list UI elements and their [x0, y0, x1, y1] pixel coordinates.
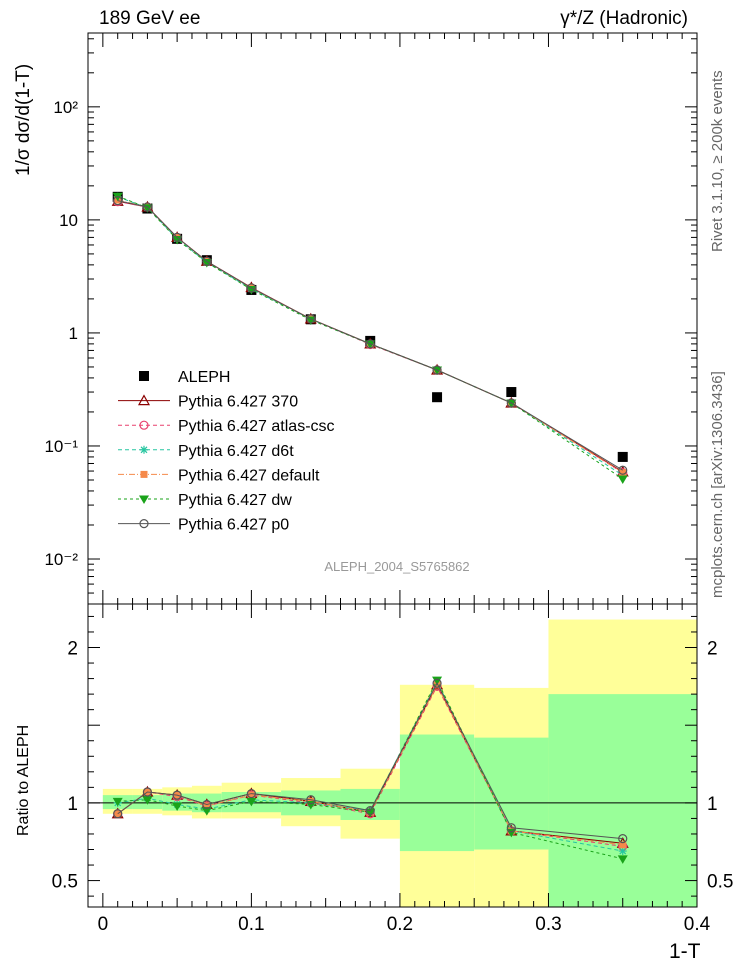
ratio-x-tick-label: 0 — [98, 914, 109, 935]
ratio-x-tick-label: 0.1 — [238, 914, 264, 935]
ratio-point-pythia-6-427-p0 — [365, 806, 375, 816]
main-y-tick-label: 10⁻² — [44, 550, 78, 569]
ratio-point-pythia-6-427-p0 — [172, 790, 182, 800]
ratio-y-tick-label-right: 2 — [707, 639, 718, 660]
main-point-pythia-6-427-dw — [201, 258, 212, 268]
ratio-point-pythia-6-427-dw — [617, 855, 628, 864]
ratio-point-pythia-6-427-d6t — [618, 847, 627, 856]
legend-label-aleph: ALEPH — [178, 369, 230, 386]
legend-label-pythia-6-427-default: Pythia 6.427 default — [178, 467, 320, 484]
ratio-x-tick-label: 0.4 — [684, 914, 711, 935]
ratio-y-axis-label: Ratio to ALEPH — [15, 724, 32, 836]
process-label: γ*/Z (Hadronic) — [560, 8, 688, 29]
analysis-watermark: ALEPH_2004_S5765862 — [324, 559, 469, 574]
main-point-pythia-6-427-p0 — [432, 365, 442, 375]
ratio-line-pythia-6-427-p0 — [117, 682, 623, 840]
ratio-point-pythia-6-427-p0 — [202, 799, 212, 810]
main-point-aleph — [617, 451, 628, 462]
energy-label: 189 GeV ee — [99, 8, 201, 29]
main-point-aleph — [432, 392, 443, 403]
ratio-point-pythia-6-427-p0 — [142, 787, 153, 797]
main-y-tick-label: 1 — [69, 324, 78, 343]
legend: ALEPH Pythia 6.427 370 Pythia 6.427 atlas-… — [118, 369, 335, 534]
ratio-point-pythia-6-427-dw — [142, 796, 153, 805]
main-point-pythia-6-427-p0 — [142, 202, 153, 212]
ratio-point-pythia-6-427-default — [247, 791, 255, 799]
inner-band-9 — [548, 694, 697, 907]
main-y-tick-label: 10⁻¹ — [44, 437, 78, 456]
ratio-point-pythia-6-427-dw — [172, 802, 183, 811]
legend-label-pythia-6-427-p0: Pythia 6.427 p0 — [178, 517, 289, 534]
ratio-point-pythia-6-427-dw — [432, 676, 443, 686]
main-point-pythia-6-427-p0 — [202, 256, 212, 266]
ratio-y-tick-label: 0.5 — [52, 872, 78, 893]
main-point-pythia-6-427-p0 — [618, 465, 628, 475]
main-series-layer — [111, 191, 629, 485]
main-point-pythia-6-427-dw — [172, 236, 183, 245]
main-point-aleph — [506, 387, 517, 398]
main-point-pythia-6-427-dw — [246, 286, 257, 295]
x-axis-label: 1-T — [669, 940, 701, 963]
legend-label-pythia-6-427-d6t: Pythia 6.427 d6t — [178, 443, 294, 460]
main-line-pythia-6-427-p0 — [117, 200, 623, 471]
ratio-point-pythia-6-427-p0 — [306, 795, 316, 805]
ratio-point-pythia-6-427-dw — [365, 808, 376, 818]
ratio-point-pythia-6-427-p0 — [246, 788, 256, 799]
ratio-line-pythia-6-427-atlas-csc — [117, 685, 623, 847]
main-point-pythia-6-427-dw — [305, 316, 316, 326]
legend-label-pythia-6-427-370: Pythia 6.427 370 — [178, 394, 298, 411]
axis-ticks: 10⁻² 10⁻¹ 1 10 10² 0 0.1 0.2 0.3 0.4 0.5 0.5 1 1 2 2 — [44, 33, 733, 935]
main-point-pythia-6-427-p0 — [365, 339, 375, 349]
legend-marker-pythia-6-427-default — [140, 470, 148, 478]
main-y-axis-label: 1/σ dσ/d(1-T) — [13, 63, 34, 176]
ratio-point-pythia-6-427-dw — [201, 807, 212, 816]
ratio-point-pythia-6-427-p0 — [432, 678, 442, 688]
legend-marker-aleph — [139, 371, 149, 381]
ratio-point-pythia-6-427-dw — [246, 797, 257, 807]
main-point-pythia-6-427-p0 — [506, 398, 516, 408]
legend-label-pythia-6-427-dw: Pythia 6.427 dw — [178, 492, 292, 509]
ratio-point-pythia-6-427-default — [203, 802, 211, 810]
ratio-y-tick-label: 2 — [67, 639, 78, 660]
ratio-frame — [87, 603, 698, 908]
legend-marker-pythia-6-427-370 — [137, 394, 151, 406]
panel-frames — [87, 32, 698, 908]
main-point-pythia-6-427-dw — [617, 475, 628, 485]
ratio-x-tick-label: 0.3 — [535, 914, 561, 935]
main-point-pythia-6-427-p0 — [172, 232, 182, 242]
main-point-pythia-6-427-p0 — [246, 283, 256, 293]
legend-marker-pythia-6-427-d6t — [140, 445, 148, 454]
ratio-point-pythia-6-427-p0 — [113, 809, 123, 819]
ratio-uncertainty-bands — [102, 619, 697, 907]
ratio-y-tick-label-right: 1 — [707, 794, 718, 815]
ratio-y-tick-label-right: 0.5 — [707, 872, 733, 893]
rivet-version-label: Rivet 3.1.10, ≥ 200k events — [709, 70, 726, 252]
ratio-x-tick-label: 0.2 — [387, 914, 413, 935]
ratio-point-pythia-6-427-default — [619, 841, 627, 849]
ratio-point-pythia-6-427-p0 — [618, 834, 628, 844]
main-point-pythia-6-427-default — [619, 469, 627, 477]
ratio-series-layer — [111, 676, 629, 864]
main-y-tick-label: 10² — [53, 98, 78, 117]
legend-marker-pythia-6-427-p0 — [139, 518, 149, 529]
inner-band-7 — [399, 734, 475, 852]
ratio-point-pythia-6-427-p0 — [506, 823, 516, 833]
legend-marker-pythia-6-427-atlas-csc — [139, 420, 149, 430]
mcplots-credit-label: mcplots.cern.ch [arXiv:1306.3436] — [709, 371, 726, 598]
main-point-pythia-6-427-p0 — [113, 196, 123, 206]
main-y-tick-label: 10 — [59, 211, 78, 230]
ratio-y-tick-label: 1 — [67, 794, 78, 815]
legend-marker-pythia-6-427-dw — [139, 495, 149, 504]
main-point-pythia-6-427-p0 — [306, 314, 316, 324]
legend-label-pythia-6-427-atlas-csc: Pythia 6.427 atlas-csc — [178, 418, 335, 435]
ratio-point-pythia-6-427-dw — [112, 797, 123, 807]
